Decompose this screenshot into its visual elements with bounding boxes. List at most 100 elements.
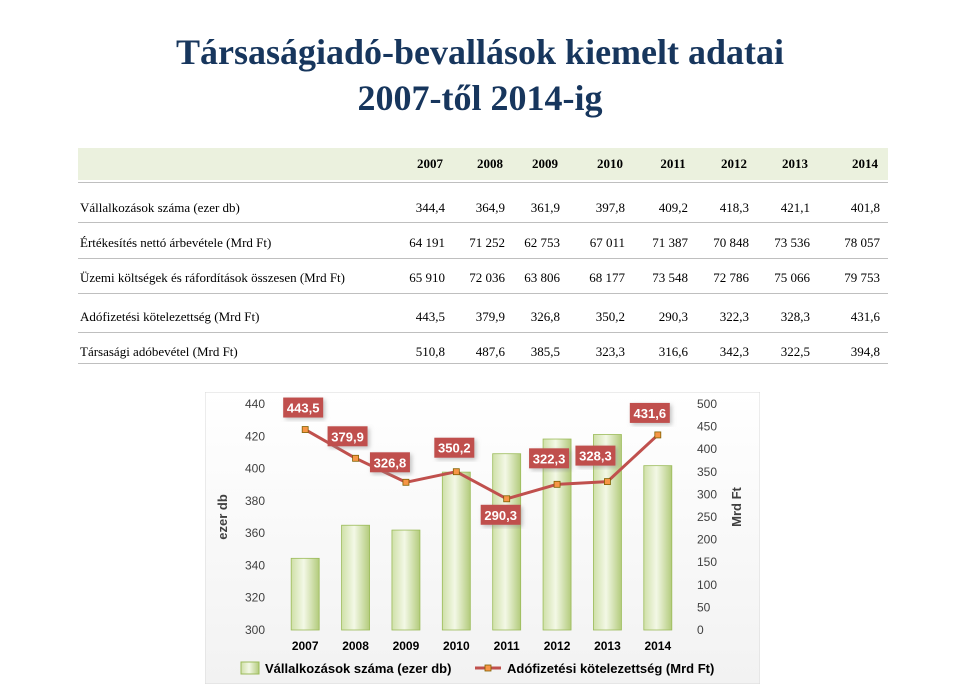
table-cell: 72 036 [469, 270, 505, 285]
data-label: 322,3 [533, 451, 566, 466]
data-label-box [575, 445, 616, 466]
year-header: 2013 [782, 156, 808, 171]
table-cell: 361,9 [530, 200, 560, 215]
table-cell: 431,6 [850, 309, 880, 324]
x-tick-label: 2011 [494, 639, 520, 653]
y-tick-label: 400 [245, 462, 265, 476]
row-label: Értékesítés nettó árbevétele (Mrd Ft) [80, 235, 272, 250]
data-label-box [327, 426, 368, 447]
bar-2007 [290, 557, 320, 631]
table-header-band [78, 148, 888, 180]
table-cell: 322,5 [780, 344, 810, 359]
table-cell: 68 177 [589, 270, 625, 285]
chart-panel: 440 420 400 380 360 340 320 300 500 450 400 350 300 2… [205, 392, 760, 684]
line-marker-2014 [654, 431, 662, 439]
table-cell: 326,8 [530, 309, 560, 324]
year-header: 2008 [477, 156, 503, 171]
row-divider [78, 258, 888, 259]
table-cell: 316,6 [658, 344, 688, 359]
y-tick-label: 340 [245, 558, 265, 572]
data-label-box [529, 448, 570, 469]
table-cell: 78 057 [844, 235, 880, 250]
y2-axis-title: Mrd Ft [729, 486, 744, 526]
data-label: 290,3 [484, 508, 517, 523]
y2-tick-label: 300 [697, 487, 717, 501]
bar-2013 [593, 434, 622, 631]
table-cell: 70 848 [713, 235, 749, 250]
y2-tick-label: 250 [697, 510, 717, 524]
x-tick-label: 2012 [544, 639, 571, 653]
table-cell: 63 806 [524, 270, 560, 285]
bar-2014 [643, 465, 673, 631]
y-tick-label: 380 [245, 494, 265, 508]
table-cell: 418,3 [719, 200, 749, 215]
row-label: Üzemi költségek és ráfordítások összesen… [80, 270, 345, 285]
bar-2010 [441, 471, 471, 631]
x-tick-label: 2010 [443, 639, 470, 653]
bar-2008 [341, 524, 370, 631]
line-marker-2011 [503, 495, 511, 503]
y2-tick-label: 150 [697, 555, 717, 569]
table-cell: 385,5 [530, 344, 560, 359]
data-label-box [369, 452, 410, 473]
legend-label-line: Adófizetési kötelezettség (Mrd Ft) [507, 661, 714, 676]
table-cell: 487,6 [475, 344, 505, 359]
line-marker-2010 [452, 468, 460, 476]
y2-tick-label: 400 [697, 442, 717, 456]
table-cell: 75 066 [774, 270, 810, 285]
combo-chart: 4404204003803603403203005004504003503002… [205, 392, 760, 684]
table-cell: 71 387 [652, 235, 688, 250]
table-cell: 379,9 [475, 309, 505, 324]
x-tick-label: 2007 [292, 639, 319, 653]
line-marker-2008 [352, 454, 359, 462]
year-header: 2014 [852, 156, 878, 171]
table-cell: 67 011 [589, 235, 625, 250]
y2-tick-label: 50 [697, 600, 711, 614]
table-cell: 397,8 [595, 200, 625, 215]
table-cell: 322,3 [719, 309, 749, 324]
row-label: Vállalkozások száma (ezer db) [80, 200, 240, 215]
year-header: 2007 [417, 156, 443, 171]
bar-2011 [492, 453, 522, 631]
row-label: Társasági adóbevétel (Mrd Ft) [80, 344, 238, 359]
row-divider [78, 332, 888, 333]
y-tick-label: 440 [245, 397, 265, 411]
line-marker-2013 [604, 478, 611, 486]
data-label: 350,2 [438, 441, 471, 456]
year-header: 2012 [721, 156, 747, 171]
bar-2012 [542, 438, 572, 631]
table-cell: 409,2 [658, 200, 688, 215]
row-divider [78, 222, 888, 223]
row-label: Adófizetési kötelezettség (Mrd Ft) [80, 309, 260, 324]
line-marker-2007 [301, 426, 309, 433]
line-marker-2012 [553, 480, 561, 488]
y-axis-title: ezer db [215, 494, 230, 540]
table-cell: 323,3 [595, 344, 625, 359]
row-divider [78, 182, 888, 183]
year-header: 2009 [532, 156, 558, 171]
y2-tick-label: 450 [697, 420, 717, 434]
x-tick-label: 2008 [342, 639, 369, 653]
table-cell: 421,1 [780, 200, 810, 215]
table-cell: 328,3 [780, 309, 810, 324]
table-cell: 64 191 [409, 235, 445, 250]
table-cell: 73 548 [652, 270, 688, 285]
page-subtitle: 2007-től 2014-ig [357, 78, 603, 118]
data-label: 379,9 [331, 429, 364, 444]
y2-tick-label: 0 [697, 623, 704, 637]
x-tick-label: 2009 [393, 639, 420, 653]
data-label: 431,6 [634, 406, 667, 421]
y2-tick-label: 350 [697, 465, 717, 479]
table-cell: 62 753 [524, 235, 560, 250]
line-adofizetesi [304, 428, 659, 501]
table-cell: 342,3 [719, 344, 749, 359]
table-cell: 290,3 [658, 309, 688, 324]
legend-marker [484, 664, 492, 672]
year-header: 2011 [660, 156, 686, 171]
table-cell: 401,8 [850, 200, 880, 215]
y-tick-label: 360 [245, 526, 265, 540]
data-label-box [283, 397, 324, 418]
x-tick-label: 2014 [644, 639, 671, 653]
bar-2009 [391, 529, 421, 631]
table-cell: 394,8 [850, 344, 880, 359]
